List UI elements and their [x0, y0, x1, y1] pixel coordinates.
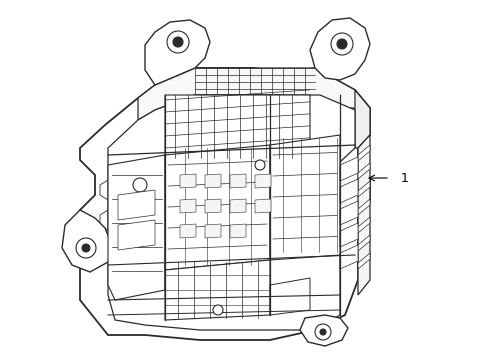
- Polygon shape: [255, 174, 271, 188]
- Polygon shape: [355, 90, 370, 148]
- Polygon shape: [230, 199, 246, 213]
- Polygon shape: [80, 68, 370, 340]
- Polygon shape: [108, 155, 165, 300]
- Polygon shape: [230, 224, 246, 238]
- Polygon shape: [358, 145, 370, 161]
- Circle shape: [82, 244, 90, 252]
- Text: 1: 1: [401, 171, 409, 184]
- Polygon shape: [118, 190, 155, 220]
- Polygon shape: [180, 174, 196, 188]
- Polygon shape: [340, 179, 358, 203]
- Polygon shape: [118, 220, 155, 250]
- Polygon shape: [255, 199, 271, 213]
- Polygon shape: [180, 199, 196, 213]
- Polygon shape: [358, 253, 370, 269]
- Polygon shape: [340, 157, 358, 181]
- Circle shape: [337, 39, 347, 49]
- Circle shape: [320, 329, 326, 335]
- Circle shape: [213, 305, 223, 315]
- Polygon shape: [358, 181, 370, 197]
- Polygon shape: [358, 135, 370, 295]
- Circle shape: [315, 324, 331, 340]
- Polygon shape: [165, 95, 310, 160]
- Polygon shape: [270, 278, 310, 315]
- Polygon shape: [300, 315, 348, 346]
- Polygon shape: [310, 18, 370, 80]
- Polygon shape: [165, 145, 270, 270]
- Polygon shape: [230, 174, 246, 188]
- Circle shape: [133, 178, 147, 192]
- Polygon shape: [205, 174, 221, 188]
- Polygon shape: [62, 210, 112, 272]
- Circle shape: [255, 160, 265, 170]
- Polygon shape: [340, 201, 358, 225]
- Polygon shape: [358, 217, 370, 233]
- Polygon shape: [340, 245, 358, 269]
- Polygon shape: [180, 224, 196, 238]
- Polygon shape: [205, 199, 221, 213]
- Polygon shape: [145, 20, 210, 85]
- Circle shape: [167, 31, 189, 53]
- Polygon shape: [108, 95, 355, 330]
- Circle shape: [173, 37, 183, 47]
- Polygon shape: [138, 68, 370, 120]
- Circle shape: [331, 33, 353, 55]
- Polygon shape: [340, 223, 358, 247]
- Polygon shape: [358, 235, 370, 251]
- Polygon shape: [358, 199, 370, 215]
- Polygon shape: [270, 135, 340, 260]
- Circle shape: [76, 238, 96, 258]
- Polygon shape: [165, 260, 270, 320]
- Polygon shape: [358, 163, 370, 179]
- Circle shape: [133, 233, 147, 247]
- Polygon shape: [205, 224, 221, 238]
